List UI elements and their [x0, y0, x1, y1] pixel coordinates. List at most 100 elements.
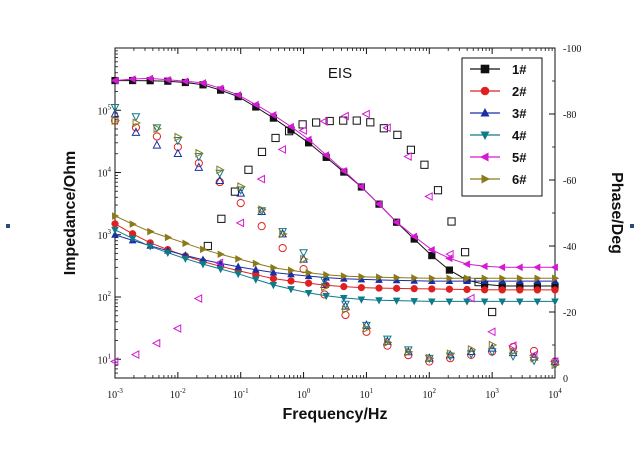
legend-marker: [479, 152, 489, 162]
y-right-tick-label: -60: [563, 176, 576, 187]
series-4-impedance-point: [304, 289, 313, 298]
series-5-phase-point: [193, 294, 203, 303]
series-5-impedance-point: [128, 75, 136, 83]
series-6-impedance-point: [252, 259, 261, 268]
series-1-phase-point: [203, 241, 212, 251]
series-2-impedance-point: [357, 284, 366, 292]
x-tick-label-exp: -3: [117, 387, 123, 395]
y-right-tick-label: -100: [563, 44, 581, 55]
series-6-impedance-point: [376, 273, 384, 282]
series-5: [109, 74, 559, 366]
series-5-impedance-point: [462, 260, 470, 268]
series-6-phase-point: [300, 254, 309, 264]
series-6-impedance-point: [182, 239, 190, 248]
series-3-phase-point: [424, 353, 434, 362]
data-series: [109, 74, 561, 370]
series-6-impedance-point: [534, 274, 542, 283]
legend-item-6: 6#: [470, 172, 527, 187]
series-5-phase-point: [424, 192, 433, 201]
series-3-impedance-point: [234, 262, 242, 270]
y-right-tick-label: -80: [563, 110, 576, 121]
series-2-impedance-point: [516, 286, 524, 294]
series-6-impedance-point: [358, 272, 366, 281]
y-left-tick-label-base: 10: [98, 293, 108, 304]
x-tick-label: 10-3: [107, 387, 123, 401]
series-4-impedance-point: [498, 298, 506, 306]
series-2-impedance-point: [305, 279, 313, 287]
series-5-impedance-point: [145, 74, 154, 83]
series-4-impedance-point: [322, 292, 330, 301]
series-4-impedance-point: [234, 270, 242, 279]
series-6-phase-point: [237, 182, 246, 192]
series-5-phase-point: [319, 116, 328, 126]
series-5-impedance-point: [269, 111, 277, 119]
series-6-impedance-point: [323, 271, 331, 279]
series-6-phase-point: [132, 118, 141, 128]
series-5-phase-point: [487, 327, 496, 337]
series-6-impedance-point: [235, 255, 243, 263]
y-right-tick-label: -40: [563, 242, 576, 253]
series-5-impedance-point: [110, 76, 118, 85]
series-1-phase-point: [393, 130, 402, 139]
series-4-phase-point: [236, 186, 246, 195]
series-3-phase-point: [236, 188, 246, 197]
series-6-impedance-point: [499, 274, 507, 283]
series-1-phase-point: [217, 214, 226, 223]
series-1-phase-point: [325, 116, 334, 126]
legend-item-5: 5#: [470, 150, 527, 165]
series-6: [111, 116, 561, 370]
series-5-impedance-point: [480, 262, 488, 271]
series-4-impedance-point: [516, 298, 524, 306]
x-tick-label-exp: 0: [307, 387, 311, 395]
series-3-phase-point: [173, 148, 183, 157]
chart-title: EIS: [328, 65, 352, 82]
series-5-impedance-point: [251, 100, 259, 109]
legend-marker: [480, 131, 490, 141]
legend-label: 1#: [512, 62, 527, 77]
series-6-impedance-point: [164, 233, 173, 242]
series-3-impedance-point: [252, 265, 260, 273]
series-5-phase-point: [109, 357, 119, 366]
series-2-impedance-point: [340, 283, 348, 291]
series-4-phase-point: [424, 354, 434, 364]
series-4-impedance-point: [480, 298, 489, 306]
series-1-phase-point: [366, 118, 375, 127]
series-4-impedance-point: [428, 298, 436, 306]
series-5-phase-point: [382, 123, 391, 133]
series-1-phase-point: [244, 165, 253, 174]
series-6-impedance-point: [428, 274, 437, 283]
series-3-phase-point: [194, 162, 204, 171]
x-axis-title: Frequency/Hz: [283, 406, 388, 423]
series-5-phase-point: [214, 258, 224, 268]
series-2-phase-point: [278, 243, 287, 253]
legend-marker: [481, 174, 491, 184]
series-1-phase-point: [406, 145, 416, 154]
y-right-tick-label: 0: [563, 374, 568, 385]
series-6-impedance-point: [270, 263, 278, 272]
legend-item-1: 1#: [470, 62, 527, 77]
series-4-phase-point: [487, 348, 497, 357]
series-3-phase-point: [550, 356, 560, 365]
legend-label: 4#: [512, 128, 527, 143]
series-4-impedance-point: [146, 243, 154, 251]
x-tick-label-exp: -2: [180, 387, 186, 395]
x-tick-label: 102: [423, 387, 437, 401]
x-tick-label: 104: [548, 387, 562, 401]
series-1-phase-point: [230, 187, 240, 196]
left-edge-marker: [6, 224, 10, 228]
series-5-phase-point: [508, 341, 517, 351]
series-2-phase-point: [215, 177, 224, 187]
series-6-phase-point: [404, 347, 414, 357]
legend-item-4: 4#: [470, 128, 527, 143]
legend: 1# 2# 3# 4# 5# 6#: [461, 57, 543, 197]
series-4-impedance-point: [375, 297, 383, 305]
series-5-phase-point: [277, 145, 286, 154]
series-2-phase-point: [529, 346, 539, 356]
legend-label: 2#: [512, 84, 527, 99]
series-6-impedance-point: [481, 274, 489, 283]
legend-label: 3#: [512, 106, 527, 121]
series-5-impedance-point: [374, 200, 382, 208]
series-3-impedance-point: [269, 268, 278, 276]
series-1-phase-point: [352, 116, 361, 125]
series-3-impedance-point: [111, 230, 119, 238]
